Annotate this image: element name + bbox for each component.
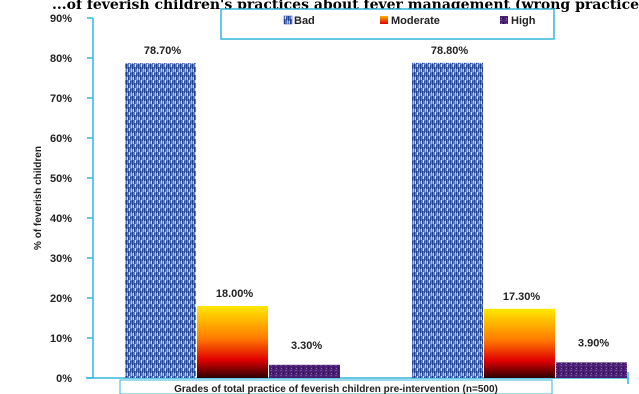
data-labels-group: 78.70% 78.80% 18.00% 17.30% 3.30% 3.90% <box>144 45 610 352</box>
bar-moderate <box>484 308 555 378</box>
y-tick-label: 10% <box>50 333 72 345</box>
y-tick-label: 70% <box>50 93 72 105</box>
legend-swatch-moderate <box>380 16 388 24</box>
legend-label-high: High <box>511 15 536 27</box>
y-tick-label: 60% <box>50 133 72 145</box>
data-label: 3.90% <box>578 337 609 349</box>
y-tick-label: 80% <box>50 53 72 65</box>
legend-label-moderate: Moderate <box>391 15 440 27</box>
data-label: 78.80% <box>431 45 469 57</box>
y-axis-title: % of feverish children <box>33 146 44 250</box>
data-label: 3.30% <box>291 340 322 352</box>
data-label: 78.70% <box>144 45 182 57</box>
legend-swatch-high <box>500 16 508 24</box>
legend: Bad Moderate High <box>220 8 555 40</box>
y-axis-ticks: 0% 10% 20% 30% 40% 50% 60% 70% 80% 90% <box>50 13 93 385</box>
bar-moderate <box>197 306 268 378</box>
y-tick-label: 40% <box>50 213 72 225</box>
bars-group <box>125 62 627 379</box>
bar-bad <box>412 62 483 379</box>
x-axis-title: Grades of total practice of feverish chi… <box>174 384 498 394</box>
x-axis-title-frame <box>119 379 553 394</box>
data-label: 17.30% <box>503 291 541 303</box>
y-tick-label: 50% <box>50 173 72 185</box>
legend-swatch-bad <box>283 15 293 25</box>
y-tick-label: 30% <box>50 253 72 265</box>
data-label: 18.00% <box>216 288 254 300</box>
y-tick-label: 0% <box>56 373 72 385</box>
legend-label-bad: Bad <box>294 15 315 27</box>
bar-bad <box>125 63 196 378</box>
bar-high <box>269 364 340 378</box>
y-tick-label: 20% <box>50 293 72 305</box>
bar-high <box>556 362 627 378</box>
y-tick-label: 90% <box>50 13 72 25</box>
